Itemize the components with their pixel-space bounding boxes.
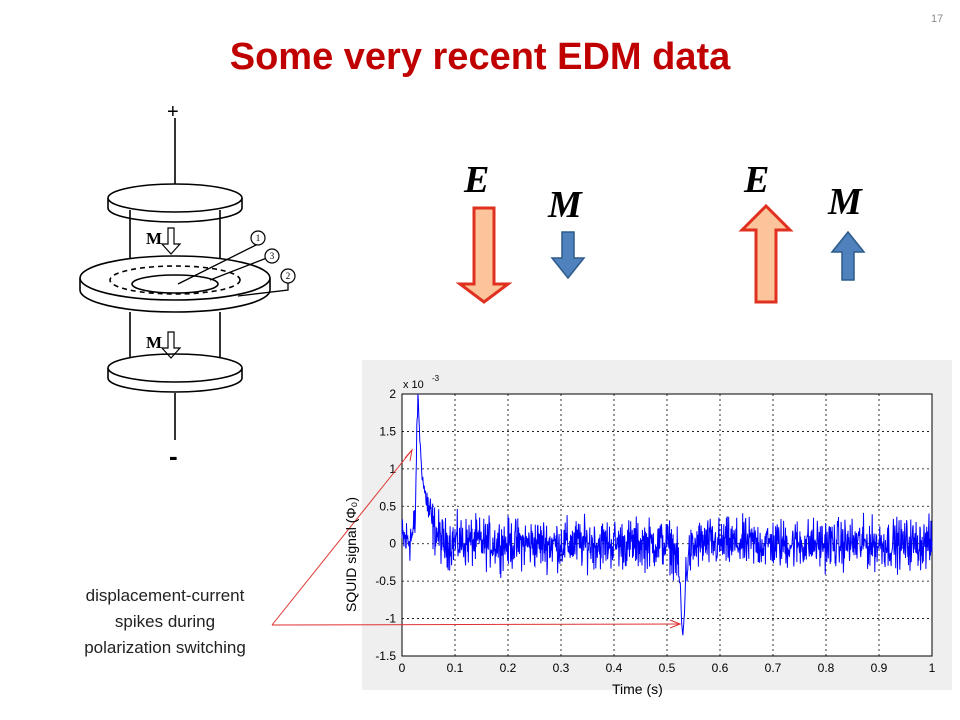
top-plate	[107, 183, 243, 213]
x-tick-label: 0.9	[871, 661, 888, 675]
x-tick-label: 1	[929, 661, 936, 675]
x-tick-label: 0.6	[712, 661, 729, 675]
y-tick-label: 1.5	[379, 424, 396, 438]
m-arrow-up-icon	[830, 230, 866, 281]
minus-label: -	[169, 441, 178, 471]
squid-signal-line	[401, 393, 933, 636]
probe-2-icon	[280, 268, 296, 284]
y-tick-label: 1	[389, 462, 396, 476]
upper-m-arrow-icon	[160, 227, 182, 255]
y-axis-label: SQUID signal (Φ₀)	[343, 496, 359, 612]
probe-2-label: 2	[286, 271, 291, 281]
m-label-left: M	[548, 184, 582, 226]
slide-title: Some very recent EDM data	[229, 36, 731, 78]
annotation-line-2: spikes during	[114, 612, 216, 631]
upper-m-label: M	[146, 229, 162, 248]
x-tick-label: 0.4	[606, 661, 623, 675]
x-axis-label: Time (s)	[612, 681, 663, 697]
m-label-right: M	[828, 181, 862, 223]
annotation-text: displacement-current spikes during polar…	[40, 583, 290, 661]
annotation-line-3: polarization switching	[84, 638, 246, 657]
y-tick-label: -1	[385, 612, 396, 626]
plus-label: +	[167, 101, 179, 123]
annotation-line-1: displacement-current	[85, 586, 245, 605]
probe-1-icon	[250, 230, 266, 246]
x-tick-label: 0.1	[447, 661, 464, 675]
sample-disk	[131, 274, 219, 294]
probe-3-label: 3	[270, 251, 275, 261]
x-tick-label: 0.8	[818, 661, 835, 675]
lower-m-label: M	[146, 333, 162, 352]
e-arrow-up-icon	[738, 203, 794, 304]
e-arrow-down-icon	[455, 206, 513, 304]
x-tick-label: 0.5	[659, 661, 676, 675]
e-label-right: E	[744, 159, 770, 201]
annotation-pointers	[271, 448, 682, 629]
tick-labels: 0 0.1 0.2 0.3 0.4 0.5 0.6 0.7 0.8 0.9 1 2 1.5 1 0.5 0 -0…	[375, 387, 935, 675]
x-tick-label: 0.3	[553, 661, 570, 675]
y-tick-label: -1.5	[375, 649, 396, 663]
m-arrow-down-icon	[550, 231, 586, 280]
x-tick-label: 0.2	[500, 661, 517, 675]
exponent-power: -3	[432, 374, 440, 383]
x-tick-label: 0	[399, 661, 406, 675]
y-tick-label: -0.5	[375, 574, 396, 588]
y-tick-label: 0.5	[379, 499, 396, 513]
lower-m-arrow-icon	[160, 331, 182, 359]
probe-1-label: 1	[256, 233, 261, 243]
probe-3-icon	[264, 248, 280, 264]
y-tick-label: 2	[389, 387, 396, 401]
slide-number: 17	[931, 13, 944, 25]
exponent-label: x 10	[403, 379, 424, 391]
x-tick-label: 0.7	[765, 661, 782, 675]
e-label-left: E	[464, 159, 490, 201]
ring-inner-dashed	[109, 265, 241, 295]
y-tick-label: 0	[389, 537, 396, 551]
